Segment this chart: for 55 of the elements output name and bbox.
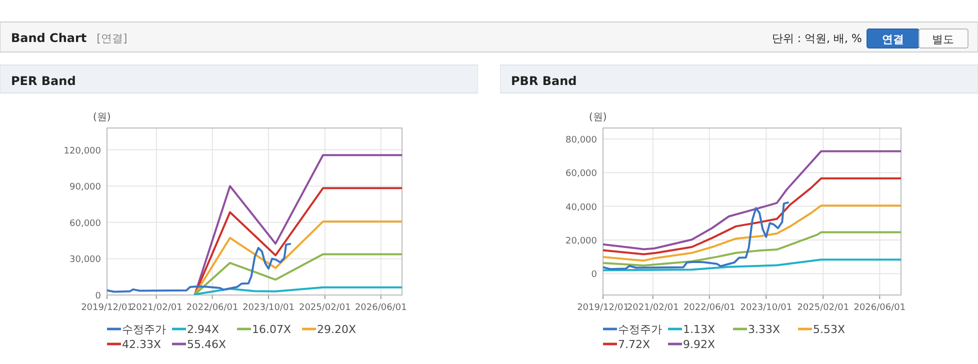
y-axis-title: (원) bbox=[93, 112, 111, 123]
y-tick-label: 80,000 bbox=[566, 135, 598, 146]
legend-label: 2.94X bbox=[187, 323, 220, 336]
legend-label: 29.20X bbox=[317, 323, 356, 336]
y-tick-label: 60,000 bbox=[70, 218, 102, 229]
legend-label: 5.53X bbox=[813, 323, 846, 336]
legend-label: 42.33X bbox=[122, 338, 162, 351]
y-tick-label: 60,000 bbox=[566, 169, 598, 180]
legend-label: 3.33X bbox=[748, 323, 780, 336]
x-tick-label: 2022/06/01 bbox=[683, 303, 736, 313]
line-series bbox=[107, 242, 292, 293]
x-tick-label: 2021/02/01 bbox=[626, 303, 679, 313]
text: Band Chart bbox=[11, 31, 87, 45]
x-tick-label: 2026/06/01 bbox=[854, 303, 906, 313]
x-tick-label: 2025/02/01 bbox=[797, 303, 850, 313]
line-series bbox=[194, 286, 402, 295]
x-tick-label: 2023/10/01 bbox=[740, 303, 792, 313]
line-series bbox=[194, 154, 402, 295]
line-series bbox=[603, 231, 901, 267]
line-series bbox=[194, 220, 402, 295]
x-tick-label: 2021/02/01 bbox=[130, 303, 182, 313]
line-series bbox=[194, 187, 402, 295]
line-series bbox=[194, 253, 402, 295]
x-tick-label: 2026/06/01 bbox=[354, 303, 407, 313]
text: 연결 bbox=[882, 33, 904, 46]
x-tick-label: 2019/12/01 bbox=[81, 303, 133, 313]
x-tick-label: 2022/06/01 bbox=[186, 303, 238, 313]
line-series bbox=[603, 204, 901, 262]
line-series bbox=[603, 202, 789, 270]
x-tick-label: 2025/02/01 bbox=[298, 303, 351, 313]
y-tick-label: 40,000 bbox=[566, 202, 598, 213]
legend-label: 수정주가 bbox=[122, 323, 166, 336]
line-series bbox=[603, 258, 901, 272]
line-series bbox=[603, 150, 901, 250]
y-tick-label: 90,000 bbox=[70, 182, 102, 193]
legend-label: 55.46X bbox=[187, 338, 226, 351]
legend-label: 16.07X bbox=[252, 323, 292, 336]
chart-title: PBR Band bbox=[511, 74, 577, 88]
y-tick-label: 0 bbox=[95, 292, 102, 302]
y-axis-title: (원) bbox=[589, 112, 607, 123]
y-tick-label: 0 bbox=[591, 270, 598, 280]
line-series bbox=[603, 177, 901, 256]
y-tick-label: 20,000 bbox=[566, 236, 598, 246]
x-tick-label: 2019/12/01 bbox=[577, 303, 629, 313]
chart-title: PER Band bbox=[11, 74, 76, 88]
text: [연결] bbox=[96, 32, 128, 45]
text: 단위 : 억원, 배, % bbox=[772, 32, 862, 45]
x-tick-label: 2023/10/01 bbox=[242, 303, 294, 313]
text: 별도 bbox=[932, 33, 954, 46]
legend-label: 9.92X bbox=[683, 338, 716, 351]
y-tick-label: 30,000 bbox=[70, 255, 102, 266]
legend-label: 수정주가 bbox=[618, 323, 662, 336]
y-tick-label: 120,000 bbox=[64, 146, 102, 156]
legend-label: 7.72X bbox=[618, 338, 650, 351]
legend-label: 1.13X bbox=[683, 323, 716, 336]
